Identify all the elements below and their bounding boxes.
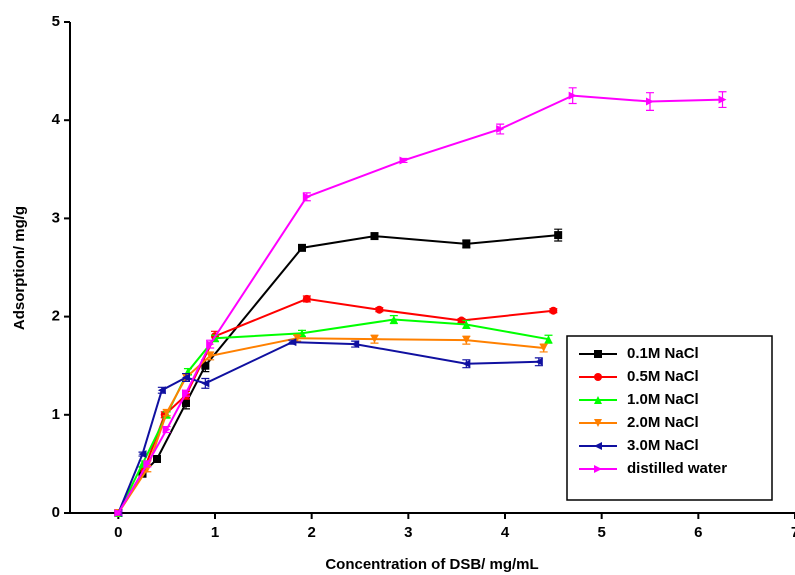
x-tick-label: 2: [307, 524, 315, 541]
marker: [351, 340, 360, 349]
marker: [554, 231, 563, 240]
marker: [544, 335, 553, 344]
marker: [182, 373, 190, 382]
series-line: [117, 341, 539, 514]
y-tick-label: 2: [52, 308, 60, 325]
x-tick-label: 7: [791, 524, 795, 541]
marker: [162, 408, 171, 417]
y-tick-label: 5: [52, 13, 60, 30]
marker: [389, 315, 398, 324]
marker: [568, 91, 577, 100]
marker: [153, 454, 161, 463]
marker: [549, 306, 558, 315]
legend-label: distilled water: [627, 460, 727, 477]
legend-label: 3.0M NaCl: [627, 437, 699, 454]
y-tick-label: 3: [52, 209, 60, 226]
legend-marker: [594, 373, 602, 381]
y-tick-label: 0: [52, 504, 60, 521]
series-line: [117, 337, 544, 514]
marker: [462, 359, 471, 368]
series-line: [117, 318, 549, 514]
marker: [293, 334, 302, 343]
marker: [457, 316, 466, 325]
marker: [646, 97, 654, 106]
marker: [496, 125, 505, 134]
legend-marker: [594, 350, 602, 358]
marker: [201, 361, 210, 370]
x-tick-label: 1: [211, 524, 219, 541]
x-tick-label: 4: [501, 524, 510, 541]
marker: [182, 389, 190, 398]
marker: [206, 340, 215, 349]
x-tick-label: 3: [404, 524, 412, 541]
marker: [539, 344, 548, 353]
x-tick-label: 0: [114, 524, 122, 541]
marker: [162, 425, 171, 434]
marker: [302, 192, 311, 201]
x-tick-label: 6: [694, 524, 702, 541]
marker: [201, 379, 210, 388]
legend-label: 0.1M NaCl: [627, 345, 699, 362]
legend-label: 1.0M NaCl: [627, 391, 699, 408]
marker: [302, 294, 311, 303]
marker: [182, 399, 190, 408]
marker: [298, 243, 306, 252]
marker: [462, 320, 471, 329]
marker: [462, 336, 471, 345]
legend-label: 2.0M NaCl: [627, 414, 699, 431]
legend-box: [566, 335, 773, 501]
x-axis-label: Concentration of DSB/ mg/mL: [325, 556, 538, 573]
marker: [399, 156, 408, 165]
marker: [462, 239, 471, 248]
y-tick-label: 1: [52, 406, 60, 423]
marker: [370, 335, 379, 344]
legend-marker: [594, 442, 602, 450]
marker: [534, 357, 543, 366]
marker: [288, 338, 297, 347]
x-tick-label: 5: [597, 524, 605, 541]
y-tick-label: 4: [52, 111, 61, 128]
legend-label: 0.5M NaCl: [627, 368, 699, 385]
marker: [206, 351, 215, 360]
y-axis-label: Adsorption/ mg/g: [11, 206, 28, 330]
legend-marker: [594, 419, 602, 427]
marker: [718, 95, 727, 104]
marker: [143, 459, 152, 468]
marker: [114, 509, 123, 517]
marker: [370, 232, 379, 241]
marker: [157, 386, 166, 395]
legend-marker: [594, 465, 602, 473]
marker: [375, 305, 384, 314]
marker: [138, 450, 147, 459]
legend-marker: [594, 396, 602, 404]
